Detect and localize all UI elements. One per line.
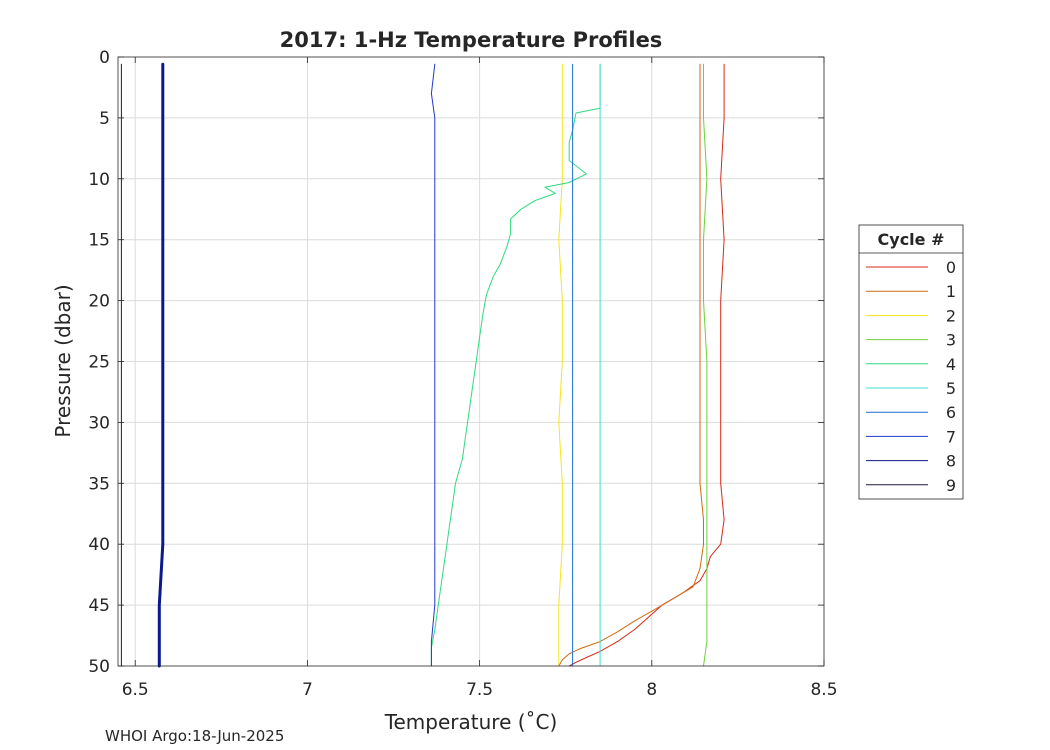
y-tick-label: 35	[88, 474, 110, 494]
chart-title: 2017: 1-Hz Temperature Profiles	[280, 28, 663, 52]
y-axis-label: Pressure (dbar)	[51, 284, 75, 437]
legend-label-cycle-4: 4	[946, 355, 956, 374]
y-tick-label: 45	[88, 596, 110, 616]
series-line-cycle-3	[703, 63, 708, 667]
legend-items: 0 1 2 3 4 5 6 7 8 9	[866, 258, 956, 495]
y-tick-label: 10	[88, 170, 110, 190]
legend-title: Cycle #	[878, 230, 945, 249]
y-tick-label: 0	[99, 48, 110, 68]
legend-label-cycle-7: 7	[946, 427, 956, 446]
series-lines	[120, 62, 725, 668]
legend-label-cycle-2: 2	[946, 306, 956, 325]
legend-label-cycle-5: 5	[946, 379, 956, 398]
legend: Cycle # 0 1 2 3 4 5 6 7 8 9	[858, 224, 964, 500]
y-tick-label: 40	[88, 535, 110, 555]
x-tick-label: 8	[646, 680, 657, 700]
series-line-cycle-8	[157, 62, 165, 668]
footer-credit: WHOI Argo:18-Jun-2025	[105, 727, 284, 745]
legend-label-cycle-9: 9	[946, 476, 956, 495]
series-line-cycle-4	[430, 63, 601, 667]
legend-box	[858, 224, 964, 500]
legend-label-cycle-6: 6	[946, 403, 956, 422]
axis-ticks: 6.5 7 7.5 8 8.5 0 5 10 15 20 25 30 35 40 45 50	[88, 48, 837, 700]
x-tick-label: 7	[302, 680, 313, 700]
series-line-cycle-7	[430, 63, 436, 667]
y-tick-label: 20	[88, 292, 110, 312]
series-line-cycle-0	[568, 63, 725, 667]
y-tick-label: 50	[88, 657, 110, 677]
series-line-cycle-1	[558, 63, 704, 667]
legend-label-cycle-0: 0	[946, 258, 956, 277]
legend-label-cycle-8: 8	[946, 452, 956, 471]
y-tick-label: 30	[88, 413, 110, 433]
x-axis-label: Temperature (˚C)	[384, 710, 558, 734]
series-line-cycle-2	[558, 63, 563, 667]
y-tick-label: 15	[88, 231, 110, 251]
y-tick-label: 5	[99, 109, 110, 129]
legend-label-cycle-1: 1	[946, 282, 956, 301]
grid-lines	[118, 57, 824, 666]
legend-label-cycle-3: 3	[946, 331, 956, 350]
x-tick-label: 7.5	[466, 680, 493, 700]
x-tick-label: 6.5	[122, 680, 149, 700]
x-tick-label: 8.5	[810, 680, 837, 700]
y-tick-label: 25	[88, 353, 110, 373]
